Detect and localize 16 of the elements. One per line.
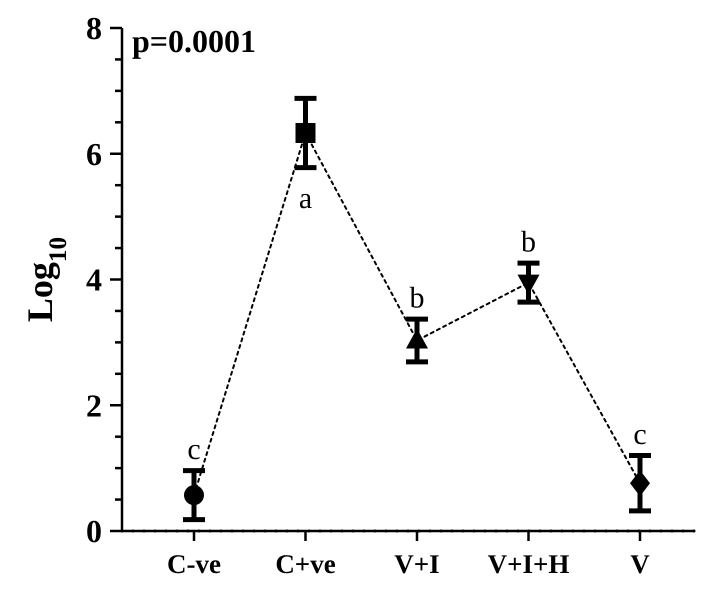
- annotation: a: [298, 182, 312, 216]
- x-tick-label: C-ve: [167, 549, 221, 579]
- x-tick-label: V+I: [394, 549, 440, 579]
- annotation: p=0.0001: [132, 23, 256, 59]
- y-tick-label: 0: [86, 513, 102, 550]
- x-tick-label: V+I+H: [488, 549, 570, 579]
- y-tick-label: 2: [86, 387, 102, 424]
- x-tick-label: V: [630, 549, 650, 579]
- y-tick-label: 4: [86, 262, 102, 298]
- annotation: c: [633, 418, 647, 452]
- x-tick-label: C+ve: [275, 549, 336, 579]
- y-tick-label: 6: [86, 136, 102, 172]
- y-tick-label: 8: [86, 10, 102, 46]
- annotation: b: [410, 282, 424, 315]
- annotation: c: [187, 433, 201, 466]
- annotation: b: [521, 226, 536, 259]
